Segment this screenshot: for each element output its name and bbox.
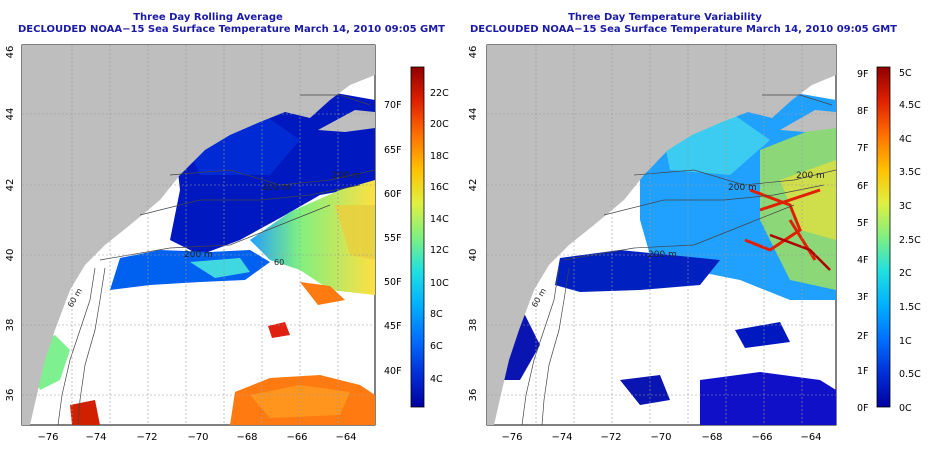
lat-tick-label: 42 [468, 179, 479, 192]
colorbar-label-c: 12C [430, 245, 449, 256]
lon-tick-label: −70 [650, 432, 671, 443]
right-isobath-label: 200 m [648, 250, 677, 260]
colorbar-label-c: 1C [899, 336, 912, 347]
colorbar-label-f: 1F [857, 366, 869, 377]
lat-tick-label: 38 [5, 319, 16, 332]
colorbar-label-f: 40F [384, 366, 402, 377]
lon-tick-label: −66 [751, 432, 772, 443]
colorbar-label-c: 3.5C [899, 167, 921, 178]
colorbar-label-f: 60F [384, 189, 402, 200]
lat-tick-label: 42 [5, 179, 16, 192]
colorbar-label-c: 14C [430, 214, 449, 225]
lon-tick-label: −72 [136, 432, 157, 443]
lat-tick-label: 36 [5, 389, 16, 402]
left-map-title: Three Day Rolling Average [133, 12, 283, 23]
colorbar-label-c: 0C [899, 403, 912, 414]
colorbar-label-f: 50F [384, 277, 402, 288]
colorbar-label-c: 18C [430, 151, 449, 162]
lat-tick-label: 40 [468, 249, 479, 262]
colorbar-label-f: 6F [857, 181, 869, 192]
right-variability-field [495, 72, 836, 425]
lat-tick-label: 44 [468, 108, 479, 121]
lon-tick-label: −64 [335, 432, 356, 443]
right-colorbar: 0F 1F 2F 3F 4F 5F 6F 7F 8F 9F 0C 0.5C 1C… [857, 66, 921, 414]
left-isobaths [57, 94, 375, 425]
lon-tick-label: −76 [37, 432, 58, 443]
lon-tick-label: −76 [501, 432, 522, 443]
left-graticule [22, 45, 375, 425]
right-isobath-label: 200 m [728, 183, 757, 193]
lon-tick-label: −70 [187, 432, 208, 443]
colorbar-label-c: 2C [899, 268, 912, 279]
colorbar-label-c: 8C [430, 309, 443, 320]
colorbar-label-c: 0.5C [899, 369, 921, 380]
right-map-title: Three Day Temperature Variability [568, 12, 762, 23]
colorbar-label-f: 65F [384, 145, 402, 156]
right-axis: −76 −74 −72 −70 −68 −66 −64 36 38 40 42 … [468, 46, 822, 443]
left-isobath-label: 200 m [262, 183, 291, 193]
left-land [22, 45, 375, 425]
colorbar-label-f: 3F [857, 292, 869, 303]
lat-tick-label: 46 [468, 46, 479, 59]
colorbar-label-c: 10C [430, 278, 449, 289]
colorbar-label-f: 0F [857, 403, 869, 414]
colorbar-label-c: 1.5C [899, 302, 921, 313]
colorbar-label-c: 4.5C [899, 100, 921, 111]
right-map-subtitle: DECLOUDED NOAA−15 Sea Surface Temperatur… [470, 24, 898, 35]
colorbar-label-f: 2F [857, 331, 869, 342]
colorbar-label-f: 8F [857, 106, 869, 117]
right-colorbar-fahrenheit-labels: 0F 1F 2F 3F 4F 5F 6F 7F 8F 9F [857, 69, 869, 414]
colorbar-label-f: 45F [384, 321, 402, 332]
colorbar-label-c: 22C [430, 88, 449, 99]
colorbar-label-f: 70F [384, 100, 402, 111]
colorbar-label-c: 16C [430, 182, 449, 193]
left-map-frame: 200 m 200 m 200 m 60 m 60 −76 −74 −72 −7… [5, 44, 376, 443]
left-colorbar-celsius-labels: 4C 6C 8C 10C 12C 14C 16C 18C 20C 22C [430, 88, 449, 385]
colorbar-label-f: 5F [857, 218, 869, 229]
lat-tick-label: 44 [5, 108, 16, 121]
lat-tick-label: 40 [5, 249, 16, 262]
lat-tick-label: 38 [468, 319, 479, 332]
left-colorbar-fahrenheit-labels: 40F 45F 50F 55F 60F 65F 70F [384, 100, 402, 377]
left-colorbar: 40F 45F 50F 55F 60F 65F 70F 4C 6C 8C 10C… [384, 66, 449, 408]
right-isobath-label: 200 m [796, 171, 825, 181]
left-isobath-label: 200 m [332, 171, 361, 181]
right-map-frame: 200 m 200 m 200 m 60 m −76 −74 −72 −70 −… [468, 44, 837, 443]
lon-tick-label: −74 [85, 432, 106, 443]
lon-tick-label: −72 [600, 432, 621, 443]
colorbar-label-f: 9F [857, 69, 869, 80]
lon-tick-label: −74 [551, 432, 572, 443]
lon-tick-label: −68 [701, 432, 722, 443]
colorbar-label-c: 3C [899, 201, 912, 212]
colorbar-label-c: 6C [430, 341, 443, 352]
colorbar-label-c: 2.5C [899, 235, 921, 246]
colorbar-label-c: 20C [430, 119, 449, 130]
right-graticule [487, 45, 836, 425]
left-isobath-label: 200 m [184, 250, 213, 260]
lon-tick-label: −66 [286, 432, 307, 443]
colorbar-label-f: 55F [384, 233, 402, 244]
lat-tick-label: 36 [468, 389, 479, 402]
colorbar-label-c: 4C [899, 134, 912, 145]
colorbar-label-c: 5C [899, 68, 912, 79]
left-isobath-label: 60 [274, 258, 284, 267]
right-land [487, 45, 836, 425]
left-axis: −76 −74 −72 −70 −68 −66 −64 36 38 40 42 … [5, 46, 357, 443]
colorbar-label-f: 4F [857, 255, 869, 266]
lon-tick-label: −68 [236, 432, 257, 443]
colorbar-label-c: 4C [430, 374, 443, 385]
lat-tick-label: 46 [5, 46, 16, 59]
right-colorbar-celsius-labels: 0C 0.5C 1C 1.5C 2C 2.5C 3C 3.5C 4C 4.5C … [899, 68, 921, 414]
left-map-subtitle: DECLOUDED NOAA−15 Sea Surface Temperatur… [18, 24, 446, 35]
lon-tick-label: −64 [800, 432, 821, 443]
colorbar-label-f: 7F [857, 143, 869, 154]
